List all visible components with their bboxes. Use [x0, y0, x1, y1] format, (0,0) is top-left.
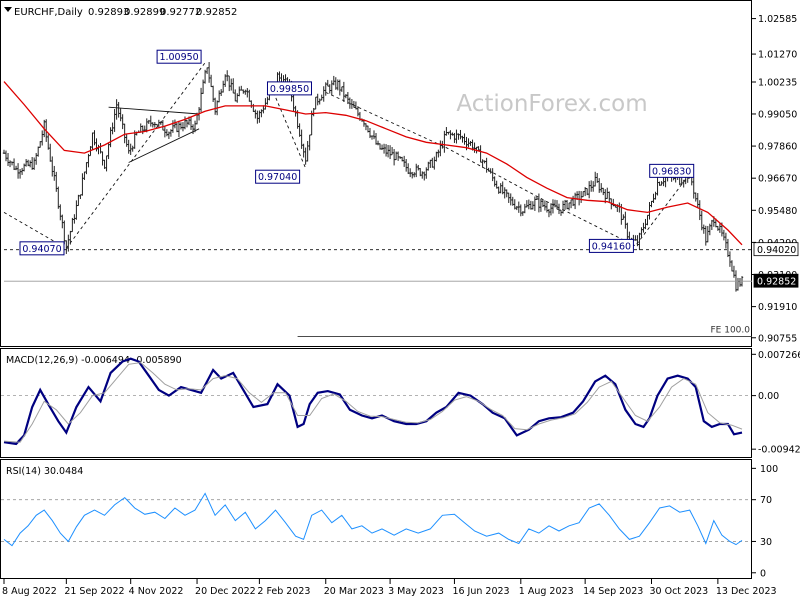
- macd-line: [3, 357, 743, 446]
- price-annotation[interactable]: 0.94160: [588, 238, 634, 253]
- ohlc-high: 0.92899: [124, 7, 165, 18]
- time-tick-label: 3 May 2023: [388, 586, 444, 597]
- price-tick-label: 0.95480: [758, 206, 797, 217]
- rsi-title: RSI(14) 30.0484: [6, 466, 83, 477]
- time-tick-label: 30 Oct 2023: [650, 586, 709, 597]
- time-tick-label: 16 Jun 2023: [452, 586, 509, 597]
- price-pane[interactable]: [0, 0, 752, 347]
- watermark: ActionForex.com: [456, 91, 647, 117]
- collapse-arrow-icon[interactable]: [4, 7, 12, 12]
- level-price-marker: [753, 242, 799, 257]
- time-tick-label: 20 Mar 2023: [324, 586, 384, 597]
- time-tick-label: 13 Dec 2023: [716, 586, 777, 597]
- sma-line: [3, 81, 743, 246]
- price-annotation[interactable]: 1.00950: [156, 49, 202, 64]
- time-tick-label: 20 Dec 2022: [195, 586, 256, 597]
- price-tick-label: 1.01270: [758, 50, 797, 61]
- macd-tick-label: 0.007266: [758, 350, 800, 361]
- macd-title: MACD(12,26,9) -0.006494 -0.005890: [6, 355, 182, 366]
- ohlc-close: 0.92852: [196, 7, 237, 18]
- macd-tick-label: -0.009423: [758, 445, 800, 456]
- macd-axis: 0.007266 0.00 -0.009423: [752, 350, 800, 456]
- time-tick-label: 21 Sep 2022: [64, 586, 124, 597]
- price-tick-label: 0.99050: [758, 109, 797, 120]
- fe-label: FE 100.0: [711, 326, 751, 336]
- price-annotation[interactable]: 0.97040: [255, 169, 301, 184]
- time-axis: 8 Aug 2022 21 Sep 2022 4 Nov 2022 20 Dec 20…: [2, 579, 777, 597]
- rsi-tick-label: 30: [760, 537, 772, 548]
- ohlc-open: 0.92893: [88, 7, 129, 18]
- symbol-label: EURCHF,Daily: [14, 7, 83, 18]
- ohlc-low: 0.92772: [160, 7, 201, 18]
- rsi-pane[interactable]: [0, 459, 752, 579]
- price-annotations: FE 100.0 1.00950 0.99850 0.97040 0.94070 0.94…: [4, 49, 752, 338]
- time-tick-label: 14 Sep 2023: [583, 586, 643, 597]
- chart-header: EURCHF,Daily 0.92893 0.92899 0.92772 0.9…: [4, 7, 237, 18]
- price-annotation[interactable]: 0.99850: [266, 81, 312, 96]
- time-tick-label: 8 Aug 2022: [2, 586, 57, 597]
- level-price-marker: [753, 273, 799, 288]
- price-tick-label: 0.90755: [758, 333, 797, 344]
- macd-tick-label: 0.00: [758, 391, 779, 402]
- annotation-label: 0.94070: [22, 244, 61, 255]
- rsi-tick-label: 100: [760, 464, 778, 475]
- trendline: [108, 106, 200, 115]
- price-tick-label: 0.96670: [758, 174, 797, 185]
- rsi-tick-label: 0: [760, 568, 766, 579]
- price-tick-label: 0.91910: [758, 302, 797, 313]
- time-tick-label: 4 Nov 2022: [129, 586, 184, 597]
- moving-average: [3, 81, 743, 246]
- annotation-label: 0.97040: [258, 172, 297, 183]
- trendline: [128, 128, 200, 163]
- level-price-label: 0.94020: [757, 245, 796, 256]
- annotation-label: 1.00950: [159, 52, 198, 63]
- annotation-label: 0.96830: [652, 166, 691, 177]
- rsi-grid: [1, 499, 751, 542]
- price-axis: 1.02585 1.01270 1.00235 0.99050 0.97860 0.966…: [752, 14, 799, 344]
- signal-line: [3, 362, 743, 443]
- annotation-label: 0.94160: [592, 241, 631, 252]
- trendline: [325, 91, 691, 247]
- price-tick-label: 1.00235: [758, 77, 797, 88]
- rsi-lines: [3, 492, 743, 547]
- price-annotation[interactable]: 0.94070: [19, 241, 65, 256]
- trendlines: [3, 62, 691, 249]
- price-annotation[interactable]: 0.96830: [649, 163, 695, 178]
- rsi-line: [3, 492, 743, 547]
- price-tick-label: 1.02585: [758, 14, 797, 25]
- time-tick-label: 1 Aug 2023: [519, 586, 574, 597]
- macd-lines: [3, 357, 743, 446]
- rsi-tick-label: 70: [760, 495, 772, 506]
- time-tick-label: 2 Feb 2023: [257, 586, 310, 597]
- price-tick-label: 0.97860: [758, 142, 797, 153]
- annotation-label: 0.99850: [270, 84, 309, 95]
- rsi-axis: 100 70 30 0: [752, 464, 778, 579]
- trendline: [273, 92, 307, 169]
- level-price-label: 0.92852: [757, 277, 796, 288]
